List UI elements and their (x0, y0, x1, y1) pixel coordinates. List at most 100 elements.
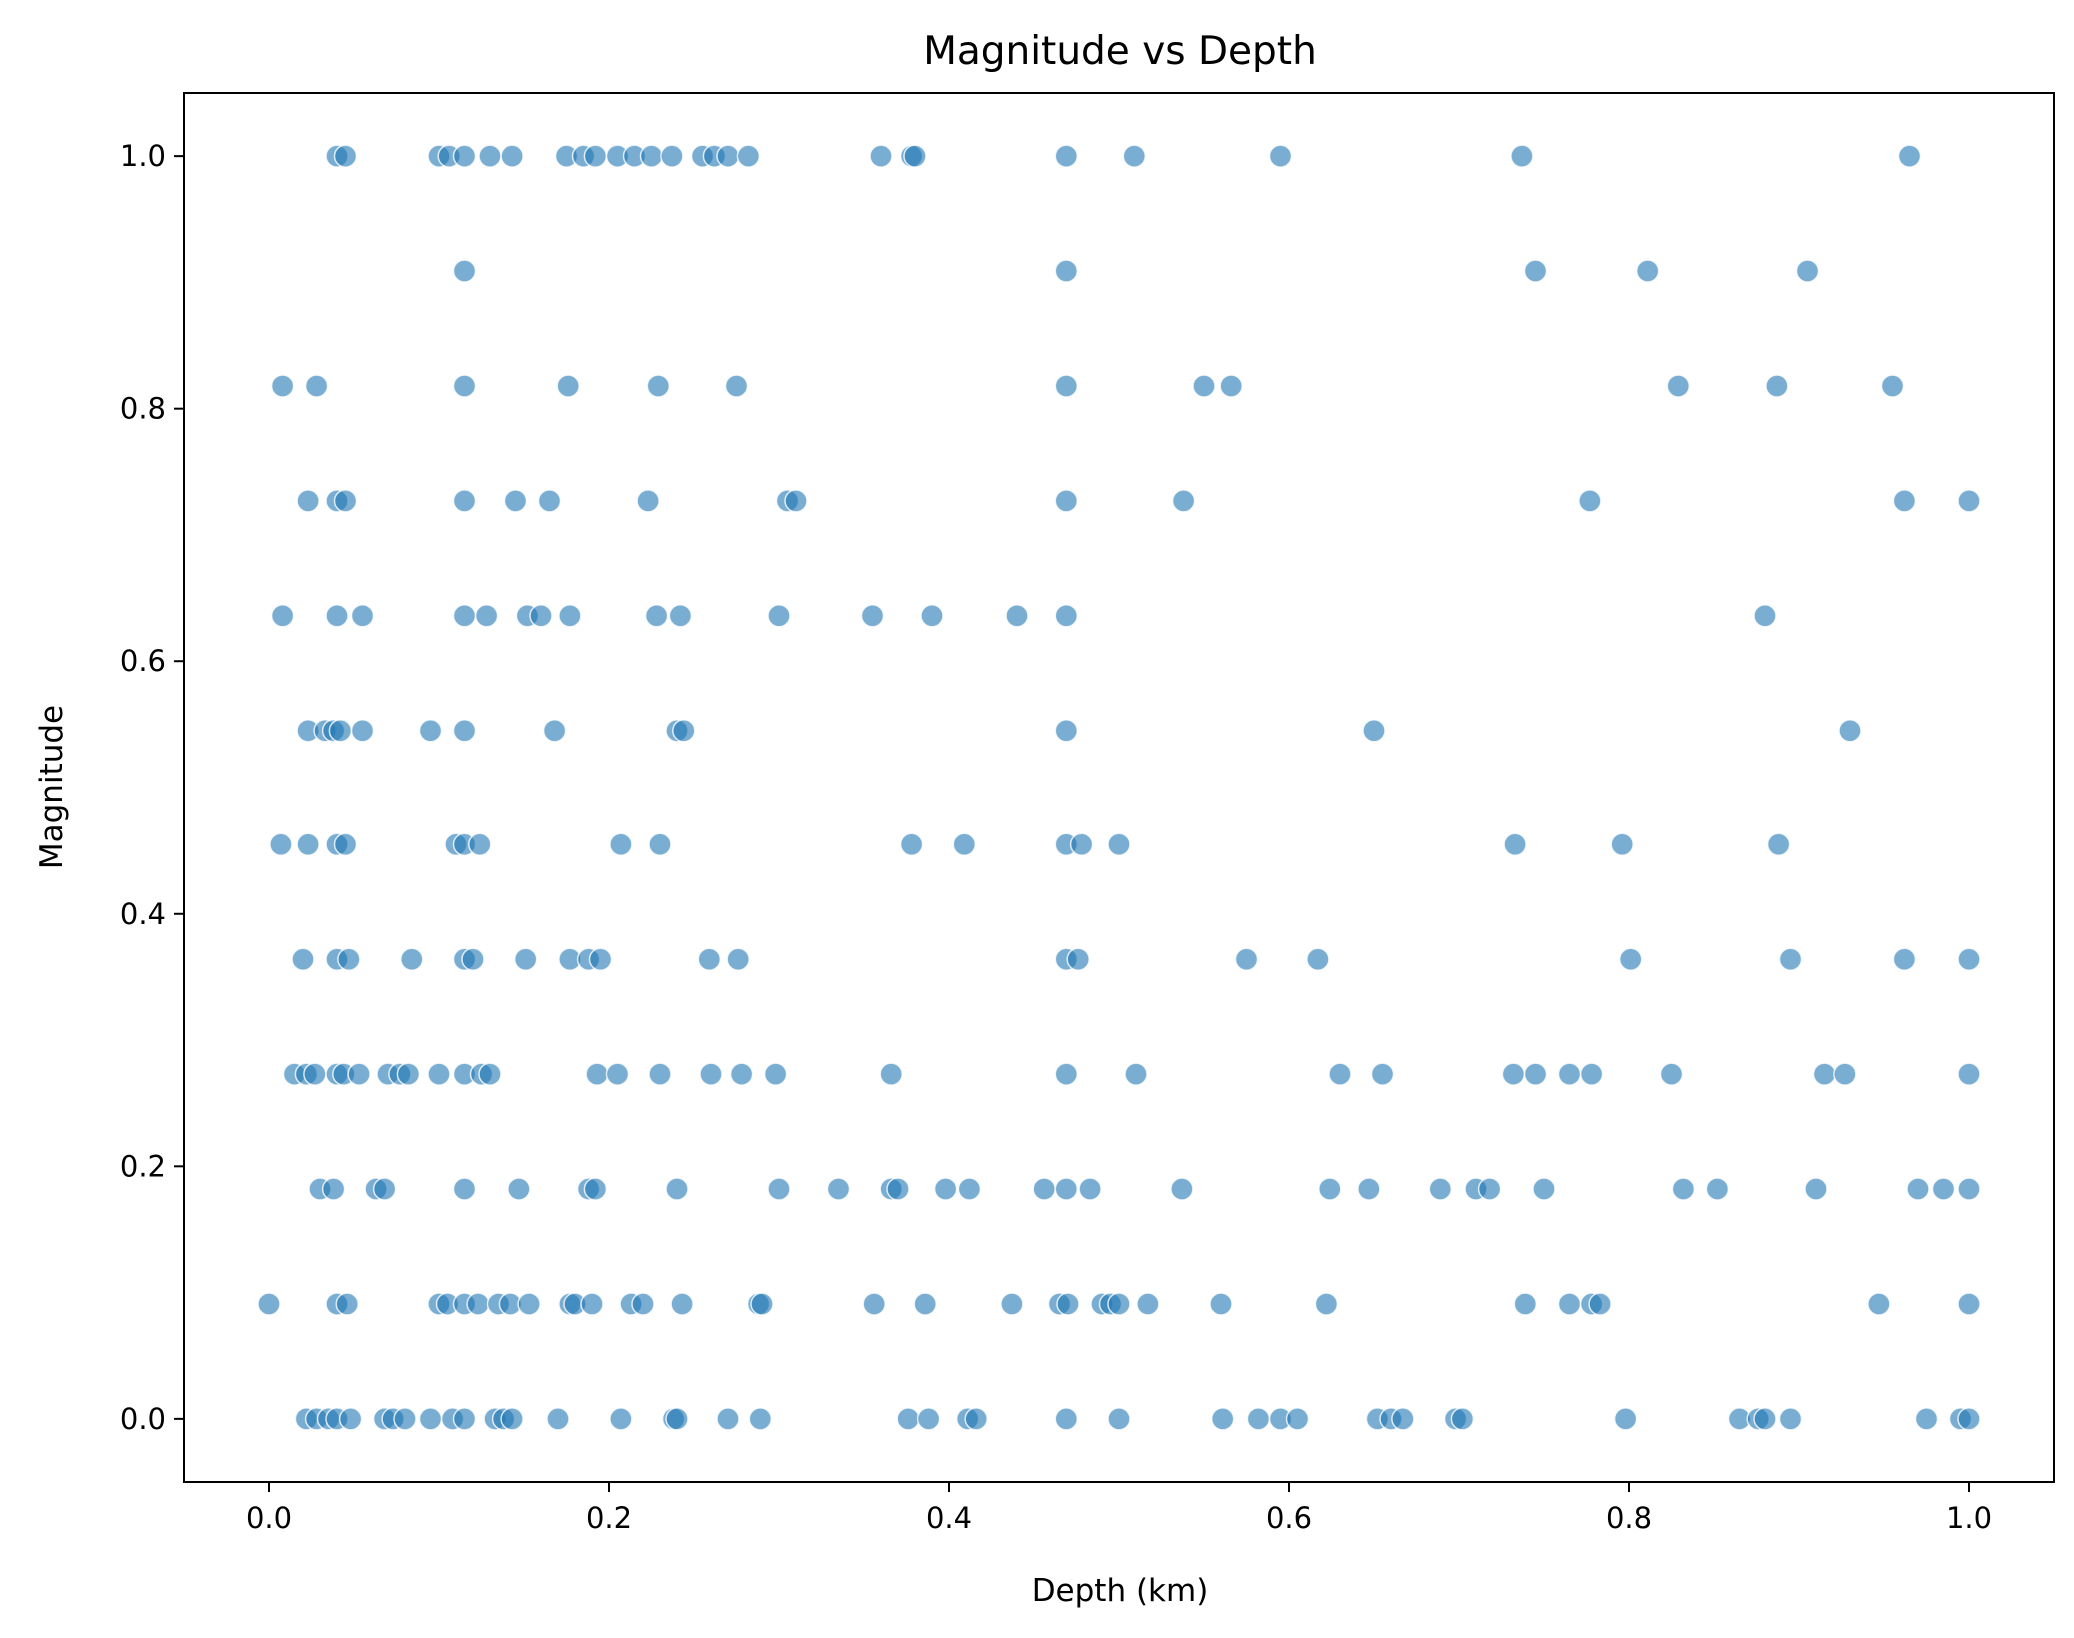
scatter-point (767, 1177, 791, 1201)
scatter-point (920, 604, 944, 628)
scatter-point (588, 947, 613, 971)
scatter-point (350, 604, 375, 628)
scatter-point (1066, 947, 1090, 971)
scatter-point (1192, 374, 1216, 398)
scatter-point (1880, 374, 1905, 398)
scatter-point (1054, 1177, 1079, 1201)
scatter-point (886, 1177, 910, 1201)
x-tick-label: 0.4 (926, 1501, 972, 1535)
x-tick-label: 0.0 (246, 1501, 292, 1535)
scatter-point (452, 1407, 477, 1431)
scatter-point (716, 144, 740, 168)
scatter-point (1318, 1177, 1342, 1201)
scatter-point (291, 947, 315, 971)
scatter-point (1659, 1062, 1684, 1086)
scatter-point (350, 718, 375, 743)
scatter-point (1510, 144, 1534, 168)
scatter-point (609, 1407, 633, 1431)
scatter-point (500, 144, 524, 168)
scatter-point (1122, 144, 1147, 168)
scatter-point (665, 1407, 689, 1431)
scatter-point (427, 1062, 451, 1086)
scatter-point (1170, 1177, 1194, 1201)
scatter-point (896, 1407, 920, 1431)
scatter-point (1209, 1292, 1233, 1316)
scatter-point (1957, 1407, 1981, 1431)
scatter-point (736, 144, 761, 168)
scatter-point (1765, 374, 1789, 398)
scatter-point (347, 1062, 371, 1086)
scatter-point (1671, 1177, 1696, 1201)
scatter-point (1370, 1062, 1395, 1086)
scatter-point (558, 604, 582, 628)
scatter-point (1285, 1407, 1310, 1431)
scatter-point (418, 1407, 443, 1431)
scatter-point (304, 374, 329, 398)
scatter-point (529, 604, 553, 628)
scatter-point (1005, 604, 1029, 628)
x-tick-label: 0.8 (1606, 1501, 1652, 1535)
scatter-point (1219, 374, 1243, 398)
scatter-point (1957, 1062, 1981, 1086)
scatter-point (461, 947, 485, 971)
y-tick-label: 0.4 (120, 897, 166, 931)
scatter-point (763, 1062, 788, 1086)
scatter-point (1892, 489, 1917, 513)
scatter-point (452, 1177, 477, 1201)
scatter-point (1000, 1292, 1024, 1316)
scatter-point (337, 947, 361, 971)
scatter-point (1557, 1062, 1582, 1086)
scatter-point (418, 718, 443, 743)
scatter-point (1914, 1407, 1939, 1431)
points-layer (257, 144, 1981, 1431)
scatter-point (452, 259, 477, 283)
scatter-point (1054, 489, 1079, 513)
scatter-point (1501, 1062, 1526, 1086)
scatter-point (1428, 1177, 1453, 1201)
scatter-point (668, 604, 693, 628)
scatter-point (1054, 1407, 1079, 1431)
scatter-point (933, 1177, 958, 1201)
scatter-point (583, 144, 608, 168)
scatter-point (1306, 947, 1330, 971)
scatter-point (1610, 832, 1634, 857)
x-axis-label: Depth (km) (1032, 1573, 1209, 1609)
scatter-point (396, 1062, 421, 1086)
scatter-point (1503, 832, 1527, 857)
scatter-point (860, 604, 885, 628)
scatter-point (1210, 1407, 1235, 1431)
scatter-point (333, 144, 358, 168)
scatter-point (1032, 1177, 1056, 1201)
scatter-point (503, 489, 528, 513)
scatter-point (1107, 1407, 1131, 1431)
scatter-point (1804, 1177, 1828, 1201)
scatter-point (517, 1292, 541, 1316)
scatter-point (1838, 718, 1862, 743)
scatter-point (333, 489, 358, 513)
scatter-point (1618, 947, 1643, 971)
scatter-point (1613, 1407, 1638, 1431)
scatter-point (452, 144, 477, 168)
scatter-point (1579, 1062, 1604, 1086)
scatter-point (583, 1177, 608, 1201)
y-axis-label: Magnitude (34, 705, 70, 869)
scatter-point (1107, 1292, 1131, 1316)
scatter-point (270, 604, 295, 628)
scatter-point (500, 1407, 524, 1431)
scatter-point (1171, 489, 1196, 513)
scatter-point (1957, 947, 1981, 971)
scatter-point (1054, 718, 1079, 743)
scatter-point (879, 1062, 903, 1086)
scatter-point (1268, 144, 1293, 168)
scatter-point (826, 1177, 851, 1201)
x-tick-label: 0.6 (1266, 1501, 1312, 1535)
scatter-point (1778, 947, 1803, 971)
scatter-point (1054, 144, 1079, 168)
scatter-point (636, 489, 660, 513)
scatter-point (639, 144, 664, 168)
scatter-point (716, 1407, 740, 1431)
scatter-point (899, 832, 924, 857)
scatter-point (957, 1177, 982, 1201)
scatter-point (1867, 1292, 1891, 1316)
